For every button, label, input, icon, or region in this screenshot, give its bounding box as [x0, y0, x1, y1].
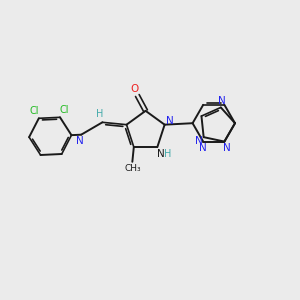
- Text: N: N: [76, 136, 84, 146]
- Text: N: N: [224, 143, 231, 153]
- Text: N: N: [166, 116, 174, 126]
- Text: N: N: [199, 143, 207, 153]
- Text: H: H: [164, 148, 171, 158]
- Text: O: O: [131, 84, 139, 94]
- Text: N: N: [157, 148, 165, 158]
- Text: CH₃: CH₃: [124, 164, 141, 173]
- Text: N: N: [218, 96, 226, 106]
- Text: N: N: [195, 136, 203, 146]
- Text: H: H: [96, 109, 104, 119]
- Text: Cl: Cl: [30, 106, 39, 116]
- Text: Cl: Cl: [59, 105, 68, 115]
